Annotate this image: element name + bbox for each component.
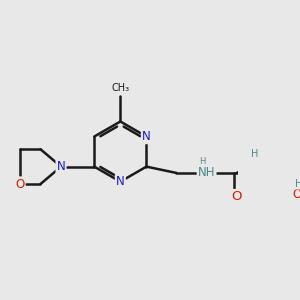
Text: H: H xyxy=(250,148,258,159)
Text: N: N xyxy=(57,160,65,173)
Text: O: O xyxy=(292,188,300,201)
Text: NH: NH xyxy=(198,167,215,179)
Text: N: N xyxy=(142,130,151,143)
Text: H: H xyxy=(295,179,300,189)
Text: H: H xyxy=(200,158,206,166)
Text: N: N xyxy=(116,175,125,188)
Text: CH₃: CH₃ xyxy=(111,83,129,93)
Text: O: O xyxy=(231,190,242,203)
Text: O: O xyxy=(15,178,25,190)
